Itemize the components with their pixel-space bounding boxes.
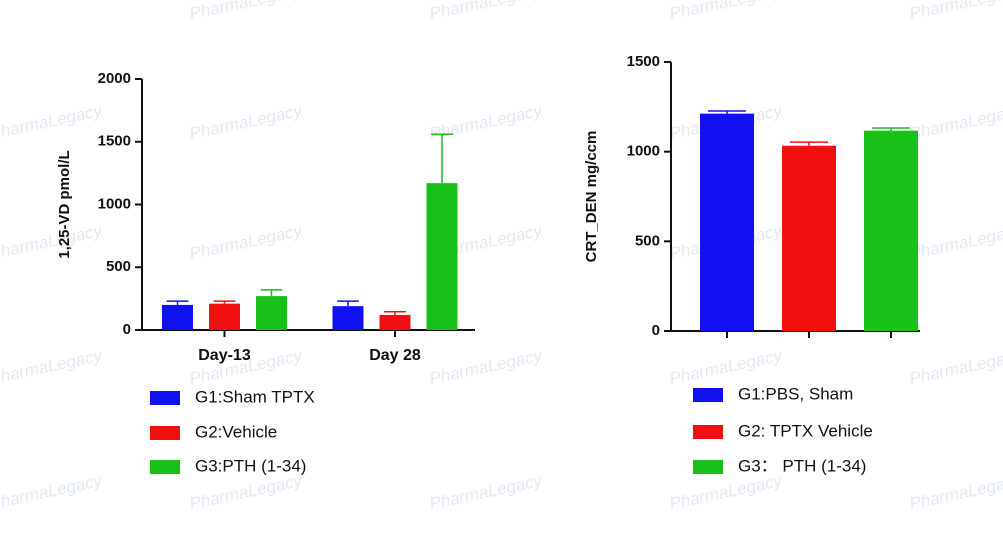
legend-label: G1:PBS, Sham (738, 384, 853, 403)
y-tick-label: 500 (635, 232, 660, 249)
watermark: PharmaLegacy (668, 0, 785, 23)
watermark: PharmaLegacy (428, 0, 545, 23)
y-tick-label: 1000 (627, 143, 660, 160)
watermark: PharmaLegacy (188, 0, 305, 23)
watermark: PharmaLegacy (0, 471, 105, 514)
y-axis-label: CRT_DEN mg/ccm (583, 131, 600, 263)
watermark: PharmaLegacy (908, 101, 1003, 144)
bar (209, 303, 240, 330)
watermark: PharmaLegacy (188, 101, 305, 144)
legend-swatch (693, 388, 723, 402)
chart: 0 500 1000 1500 CRT_DEN mg/ccm G1:PBS, Sham G2… (583, 53, 920, 475)
bar (782, 145, 836, 331)
watermark: PharmaLegacy (0, 101, 105, 144)
watermark: PharmaLegacy (668, 471, 785, 514)
watermark: PharmaLegacy (908, 221, 1003, 264)
legend-swatch (150, 426, 180, 440)
y-tick-label: 1000 (98, 195, 131, 212)
watermark: PharmaLegacy (188, 221, 305, 264)
bar (332, 306, 364, 330)
bar (256, 296, 287, 330)
watermark: PharmaLegacy (188, 471, 305, 514)
y-tick-label: 1500 (627, 53, 660, 70)
watermark: PharmaLegacy (0, 221, 105, 264)
legend-label: G3： PTH (1-34) (738, 456, 866, 475)
watermark: PharmaLegacy (908, 0, 1003, 23)
y-tick-label: 2000 (98, 70, 131, 87)
x-tick-label: Day 28 (369, 347, 421, 364)
y-tick-label: 0 (652, 322, 660, 339)
watermark: PharmaLegacy (428, 101, 545, 144)
y-tick-label: 0 (123, 321, 131, 338)
legend-swatch (150, 391, 180, 405)
legend-label: G3:PTH (1-34) (195, 456, 306, 475)
legend-label: G1:Sham TPTX (195, 387, 315, 406)
legend-label: G2:Vehicle (195, 422, 277, 441)
chart: 0 500 1000 1500 2000 1,25-VD pmol/L Day-13 Day … (56, 70, 475, 475)
bar (700, 113, 754, 331)
watermark: PharmaLegacy (908, 471, 1003, 514)
y-axis-label: 1,25-VD pmol/L (56, 150, 73, 258)
x-tick-label: Day-13 (198, 347, 251, 364)
watermark: PharmaLegacy (668, 346, 785, 389)
y-tick-label: 1500 (98, 133, 131, 150)
legend-label: G2: TPTX Vehicle (738, 421, 873, 440)
legend-swatch (693, 425, 723, 439)
watermark: PharmaLegacy (908, 346, 1003, 389)
legend-swatch (693, 460, 723, 474)
bar (162, 304, 193, 330)
legend-swatch (150, 460, 180, 474)
bar (426, 183, 458, 330)
bar (379, 314, 411, 330)
y-tick-label: 500 (106, 258, 131, 275)
watermark: PharmaLegacy (0, 346, 105, 389)
bar (864, 130, 918, 331)
watermark: PharmaLegacy (428, 346, 545, 389)
watermark: PharmaLegacy (428, 471, 545, 514)
